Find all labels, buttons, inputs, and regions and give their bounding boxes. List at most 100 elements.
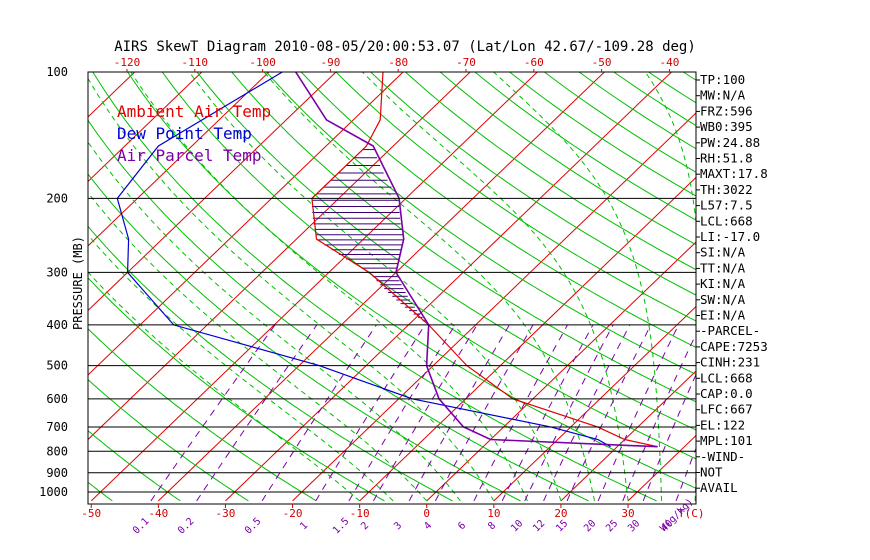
mixing-ratio-tick-label: 1 bbox=[298, 520, 310, 532]
legend-entry: Dew Point Temp bbox=[117, 124, 252, 143]
stability-index: AVAIL bbox=[700, 480, 738, 495]
moist-adiabat-line bbox=[88, 141, 461, 502]
pressure-tick-label: 600 bbox=[46, 392, 68, 406]
stability-index: SW:N/A bbox=[700, 292, 746, 307]
temp-tick-label-top: -70 bbox=[456, 56, 476, 69]
pressure-tick-label: 400 bbox=[46, 318, 68, 332]
dry-adiabat-line bbox=[88, 119, 589, 502]
stability-index: MPL:101 bbox=[700, 433, 753, 448]
stability-index: TP:100 bbox=[700, 72, 745, 87]
temp-tick-label-bottom: -20 bbox=[283, 507, 303, 520]
temp-tick-label-bottom: 30 bbox=[621, 507, 634, 520]
dry-adiabat-line bbox=[88, 378, 249, 502]
mixing-ratio-tick-label: 15 bbox=[554, 518, 570, 534]
isotherm-line bbox=[493, 305, 696, 502]
dry-adiabat-line bbox=[231, 72, 696, 403]
stability-index: L57:7.5 bbox=[700, 198, 753, 213]
isotherm-line bbox=[88, 72, 203, 183]
plot-frame bbox=[87, 71, 697, 505]
temp-tick-label-top: -50 bbox=[592, 56, 612, 69]
mixing-ratio-line bbox=[315, 324, 426, 502]
grid-layer bbox=[0, 72, 870, 502]
dry-adiabat-line bbox=[753, 72, 870, 501]
mixing-ratio-tick-label: 0.5 bbox=[243, 516, 264, 537]
dry-adiabat-line bbox=[439, 72, 696, 246]
temp-tick-label-top: -60 bbox=[524, 56, 544, 69]
dry-adiabat-line bbox=[266, 72, 696, 375]
stability-index: -WIND- bbox=[700, 449, 745, 464]
dry-adiabat-line bbox=[92, 72, 657, 502]
stability-index: CAP:0.0 bbox=[700, 386, 753, 401]
isotherm-line bbox=[0, 72, 68, 501]
isotherm-line bbox=[560, 370, 696, 502]
stability-index: MW:N/A bbox=[700, 88, 746, 103]
stability-indices: TP:100MW:N/AFRZ:596WB0:395PW:24.88RH:51.… bbox=[696, 72, 768, 495]
dry-adiabat-line bbox=[405, 72, 696, 271]
dry-adiabat-line bbox=[822, 72, 870, 501]
temp-tick-label-top: -80 bbox=[388, 56, 408, 69]
stability-index: FRZ:596 bbox=[700, 103, 753, 118]
moist-adiabat-line bbox=[88, 77, 495, 502]
isotherm-line bbox=[90, 72, 538, 502]
mixing-ratio-line bbox=[150, 324, 276, 502]
curves-layer bbox=[116, 72, 658, 448]
mixing-ratio-tick-label: 12 bbox=[531, 518, 547, 534]
moist-adiabat-line bbox=[644, 72, 696, 501]
stability-index: EI:N/A bbox=[700, 308, 746, 323]
mixing-ratio-line bbox=[261, 324, 377, 502]
dry-adiabat-line bbox=[88, 225, 453, 502]
mixing-ratio-line bbox=[348, 324, 456, 502]
dry-adiabat-line bbox=[88, 328, 317, 502]
legend-entry: Air Parcel Temp bbox=[117, 146, 262, 165]
dry-adiabat-line bbox=[0, 72, 44, 501]
dry-adiabat-line bbox=[196, 72, 696, 431]
pressure-tick-label: 800 bbox=[46, 444, 68, 458]
temp-tick-label-top: -90 bbox=[320, 56, 340, 69]
stability-index: CAPE:7253 bbox=[700, 339, 768, 354]
moist-adiabat-line bbox=[362, 72, 629, 501]
moist-adiabat-line bbox=[88, 234, 394, 502]
temp-tick-label-top: -120 bbox=[114, 56, 141, 69]
mixing-ratio-line bbox=[622, 332, 696, 502]
dry-adiabat-line bbox=[788, 72, 870, 501]
pressure-tick-label: 1000 bbox=[39, 485, 68, 499]
stability-index: TT:N/A bbox=[700, 260, 746, 275]
parcel-temp-curve bbox=[295, 72, 658, 448]
dry-adiabat-line bbox=[88, 173, 521, 502]
temp-tick-label-bottom: -40 bbox=[148, 507, 168, 520]
isotherm-line bbox=[88, 72, 471, 441]
mixing-ratio-tick-label: 0.2 bbox=[176, 516, 197, 537]
isotherm-line bbox=[0, 72, 1, 501]
isotherm-line bbox=[88, 72, 136, 118]
temp-tick-label-bottom: -50 bbox=[81, 507, 101, 520]
pressure-tick-label: 700 bbox=[46, 420, 68, 434]
stability-index: SI:N/A bbox=[700, 245, 746, 260]
dry-adiabat-line bbox=[857, 72, 870, 501]
legend-entry: Ambient Air Temp bbox=[117, 102, 271, 121]
moist-adiabat-line bbox=[88, 271, 360, 502]
temp-tick-label-bottom: 0 bbox=[423, 507, 430, 520]
temp-unit-label: T(C) bbox=[678, 507, 705, 520]
mixing-ratio-tick-label: 20 bbox=[582, 518, 598, 534]
ambient-temp-curve bbox=[311, 72, 658, 448]
pressure-tick-label: 500 bbox=[46, 359, 68, 373]
isotherm-line bbox=[292, 112, 696, 502]
temp-tick-label-top: -100 bbox=[249, 56, 276, 69]
temp-tick-label-top: -40 bbox=[659, 56, 679, 69]
pressure-tick-label: 300 bbox=[46, 265, 68, 279]
pressure-tick-label: 200 bbox=[46, 191, 68, 205]
dry-adiabat-line bbox=[88, 277, 385, 502]
mixing-ratio-line bbox=[196, 324, 318, 502]
stability-index: LCL:668 bbox=[700, 370, 753, 385]
stability-index: WB0:395 bbox=[700, 119, 753, 134]
mixing-ratio-tick-label: 3 bbox=[392, 520, 404, 532]
temp-tick-label-bottom: -10 bbox=[350, 507, 370, 520]
stability-index: -PARCEL- bbox=[700, 323, 760, 338]
dry-adiabat-line bbox=[300, 72, 696, 348]
mixing-ratio-line bbox=[372, 324, 478, 502]
stability-index: LCL:668 bbox=[700, 213, 753, 228]
isotherm-line bbox=[426, 241, 696, 502]
mixing-ratio-tick-label: 8 bbox=[486, 520, 498, 532]
